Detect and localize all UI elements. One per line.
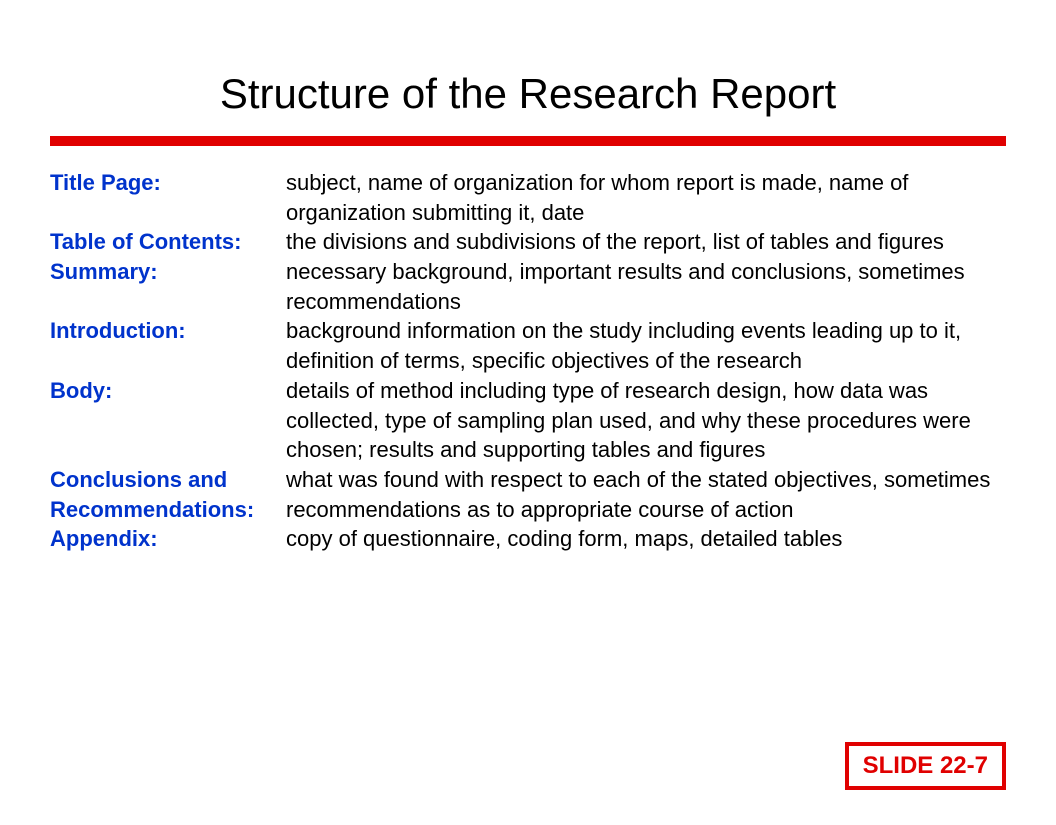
section-desc-body: details of method including type of rese… [286,376,1006,465]
section-label-summary: Summary: [50,257,280,316]
section-label-appendix: Appendix: [50,524,280,554]
section-desc-introduction: background information on the study incl… [286,316,1006,375]
section-desc-summary: necessary background, important results … [286,257,1006,316]
section-desc-toc: the divisions and subdivisions of the re… [286,227,1006,257]
slide-title: Structure of the Research Report [50,70,1006,118]
content-grid: Title Page: subject, name of organizatio… [50,168,1006,554]
section-desc-title-page: subject, name of organization for whom r… [286,168,1006,227]
section-desc-conclusions: what was found with respect to each of t… [286,465,1006,524]
section-desc-appendix: copy of questionnaire, coding form, maps… [286,524,1006,554]
section-label-body: Body: [50,376,280,465]
slide-number-badge: SLIDE 22-7 [845,742,1006,790]
section-label-conclusions: Conclusions and Recommendations: [50,465,280,524]
section-label-toc: Table of Contents: [50,227,280,257]
section-label-introduction: Introduction: [50,316,280,375]
divider-bar [50,136,1006,146]
section-label-title-page: Title Page: [50,168,280,227]
slide-container: Structure of the Research Report Title P… [0,0,1056,825]
